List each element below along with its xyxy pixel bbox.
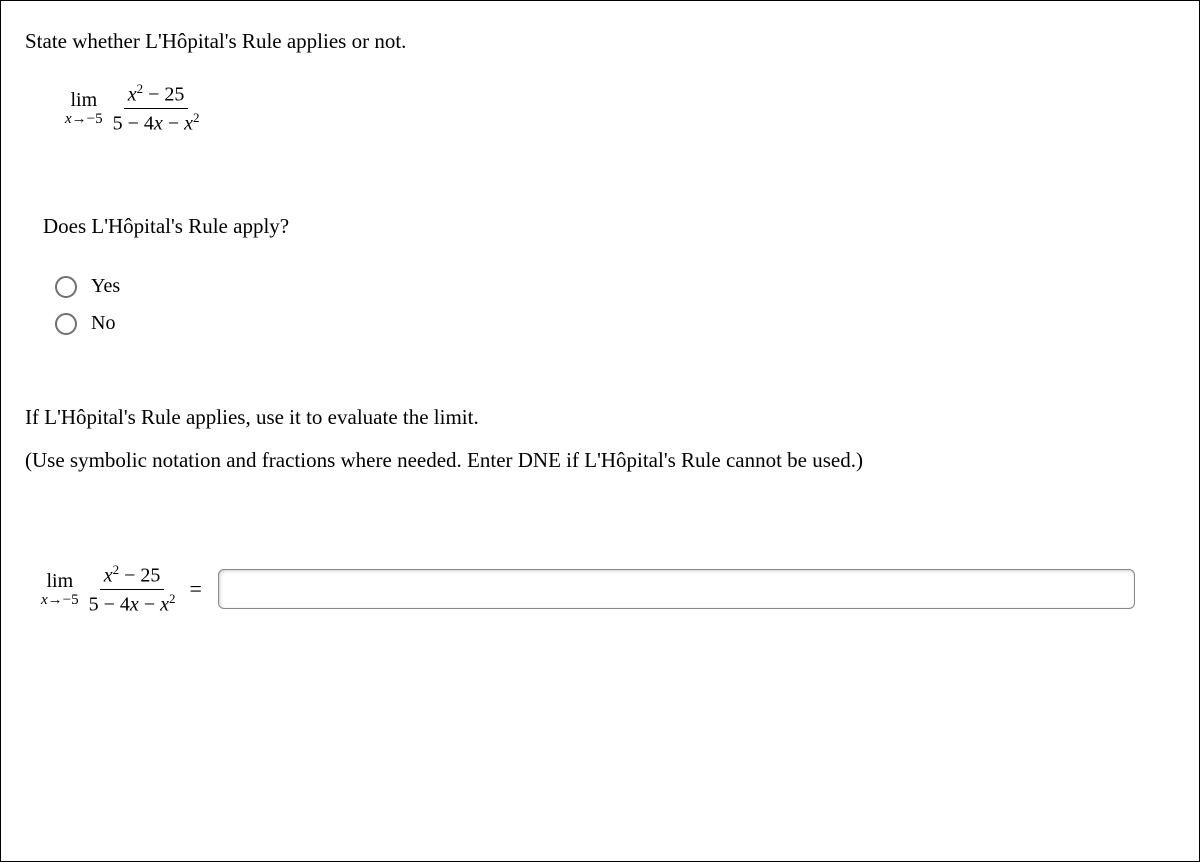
radio-option-no[interactable]: No — [55, 312, 1175, 335]
num-var: x — [128, 84, 137, 106]
fraction-display: x2 − 25 5 − 4x − x2 — [109, 82, 204, 134]
den-tail-2: − — [139, 594, 160, 616]
den-sup: 2 — [193, 110, 200, 125]
radio-group: Yes No — [55, 275, 1175, 335]
lim-subscript-2: x→−5 — [41, 592, 79, 609]
lim-sub-value-2: −5 — [63, 592, 79, 608]
answer-row: lim x→−5 x2 − 25 5 − 4x − x2 = — [41, 563, 1175, 615]
den-tail: − — [163, 112, 184, 134]
lim-sub-value: −5 — [87, 111, 103, 127]
limit-expression-display: lim x→−5 x2 − 25 5 − 4x − x2 — [65, 82, 203, 134]
question-prompt: State whether L'Hôpital's Rule applies o… — [25, 29, 1175, 54]
instruction-line-1: If L'Hôpital's Rule applies, use it to e… — [25, 405, 1175, 430]
lim-operator: lim x→−5 — [65, 89, 103, 128]
radio-label-yes: Yes — [91, 275, 120, 298]
den-var: x — [154, 112, 163, 134]
lim-sub-arrow: → — [72, 111, 87, 127]
den-sup-2: 2 — [169, 591, 176, 606]
instruction-line-2: (Use symbolic notation and fractions whe… — [25, 448, 1175, 473]
num-tail: − 25 — [143, 84, 184, 106]
denominator-2: 5 − 4x − x2 — [85, 590, 180, 616]
den-prefix: 5 − 4 — [113, 112, 154, 134]
den-var2-2: x — [160, 594, 169, 616]
radio-circle-icon — [55, 276, 77, 298]
lim-subscript: x→−5 — [65, 111, 103, 128]
denominator: 5 − 4x − x2 — [109, 109, 204, 135]
den-var2: x — [184, 112, 193, 134]
lim-label-2: lim — [46, 570, 73, 592]
num-var-2: x — [104, 565, 113, 587]
radio-label-no: No — [91, 312, 115, 335]
question-container: State whether L'Hôpital's Rule applies o… — [0, 0, 1200, 862]
lim-label: lim — [70, 89, 97, 111]
radio-option-yes[interactable]: Yes — [55, 275, 1175, 298]
lim-sub-var: x — [65, 111, 72, 127]
sub-question: Does L'Hôpital's Rule apply? — [43, 214, 1175, 239]
answer-input[interactable] — [218, 569, 1135, 609]
den-prefix-2: 5 − 4 — [89, 594, 130, 616]
radio-circle-icon — [55, 313, 77, 335]
numerator: x2 − 25 — [124, 82, 189, 109]
lim-sub-var-2: x — [41, 592, 48, 608]
lim-operator-answer: lim x→−5 — [41, 570, 79, 609]
num-tail-2: − 25 — [119, 565, 160, 587]
fraction-display-answer: x2 − 25 5 − 4x − x2 — [85, 563, 180, 615]
lim-sub-arrow-2: → — [48, 592, 63, 608]
equals-sign: = — [189, 576, 201, 602]
numerator-2: x2 − 25 — [100, 563, 165, 590]
den-var-2: x — [130, 594, 139, 616]
